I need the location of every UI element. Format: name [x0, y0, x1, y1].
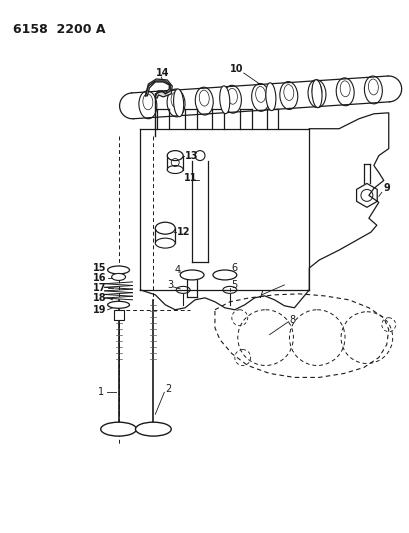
Text: 19: 19 [92, 305, 106, 315]
Text: 11: 11 [184, 173, 197, 183]
Text: 4: 4 [174, 265, 180, 275]
Ellipse shape [135, 422, 171, 436]
Ellipse shape [219, 86, 229, 114]
Text: 15: 15 [92, 263, 106, 273]
Text: 6158  2200 A: 6158 2200 A [13, 23, 106, 36]
Text: 3: 3 [167, 280, 173, 290]
Text: 8: 8 [289, 314, 295, 325]
Text: 9: 9 [383, 183, 390, 193]
Text: 17: 17 [92, 283, 106, 293]
Ellipse shape [155, 238, 175, 248]
Text: 12: 12 [177, 227, 190, 237]
Ellipse shape [101, 422, 136, 436]
Text: 1: 1 [97, 387, 103, 397]
Text: 13: 13 [185, 151, 198, 160]
Text: 7: 7 [257, 290, 263, 300]
Text: 14: 14 [156, 68, 169, 78]
Text: 5: 5 [230, 280, 236, 290]
Ellipse shape [108, 266, 129, 274]
Ellipse shape [155, 222, 175, 234]
Text: 16: 16 [92, 273, 106, 283]
Polygon shape [145, 79, 172, 98]
Ellipse shape [108, 301, 129, 308]
Ellipse shape [167, 151, 183, 160]
Ellipse shape [180, 270, 204, 280]
Text: 18: 18 [92, 293, 106, 303]
Ellipse shape [311, 80, 321, 108]
Text: 10: 10 [229, 64, 243, 74]
Bar [113, 310, 123, 320]
Text: 2: 2 [165, 384, 171, 394]
Ellipse shape [111, 273, 125, 280]
Ellipse shape [212, 270, 236, 280]
Ellipse shape [265, 83, 275, 111]
Text: 6: 6 [231, 263, 237, 273]
Ellipse shape [173, 89, 183, 117]
Ellipse shape [167, 166, 183, 173]
